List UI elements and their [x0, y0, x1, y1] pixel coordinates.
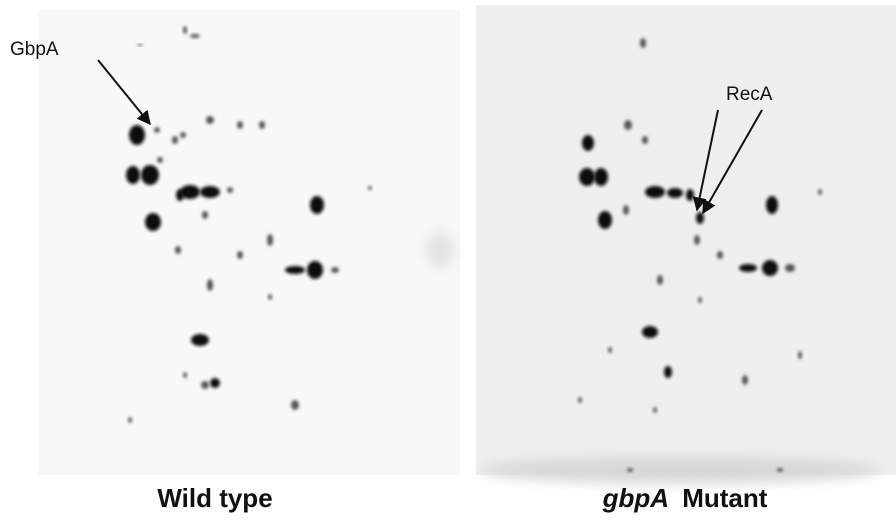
protein-spot — [331, 267, 339, 273]
protein-spot — [183, 372, 187, 378]
protein-spot — [608, 347, 612, 353]
protein-spot — [237, 121, 243, 129]
protein-spot — [818, 189, 822, 195]
protein-spot — [285, 266, 305, 274]
protein-spot — [237, 251, 243, 259]
protein-spot — [645, 186, 665, 198]
protein-spot — [657, 275, 663, 285]
protein-spot — [202, 211, 208, 219]
protein-spot — [267, 234, 273, 246]
gel-smear — [426, 232, 454, 268]
protein-spot — [183, 26, 187, 34]
gel-wild-type — [38, 10, 460, 475]
protein-spot — [664, 366, 672, 378]
protein-spot — [176, 189, 184, 201]
protein-spot — [268, 294, 272, 300]
protein-spot — [640, 38, 646, 48]
protein-spot — [310, 196, 324, 214]
gel-smear — [480, 456, 880, 484]
protein-spot — [594, 168, 608, 186]
protein-spot — [180, 185, 200, 199]
protein-spot — [642, 326, 658, 338]
protein-spot — [717, 251, 723, 259]
protein-spot — [137, 44, 143, 46]
protein-spot — [157, 157, 163, 163]
protein-spot — [627, 468, 633, 472]
protein-spot — [200, 186, 220, 198]
protein-spot — [201, 381, 209, 389]
protein-spot — [582, 135, 594, 151]
arrow — [702, 109, 763, 215]
caption: Wild type — [157, 483, 272, 513]
caption-text: Mutant — [682, 483, 768, 513]
protein-spot — [785, 264, 795, 272]
arrow — [97, 59, 151, 126]
protein-spot — [191, 334, 209, 346]
caption: gbpA Mutant — [602, 483, 768, 513]
protein-spot — [642, 136, 648, 144]
protein-spot — [126, 166, 140, 184]
protein-spot — [777, 468, 783, 472]
annotation-label: RecA — [726, 84, 773, 105]
protein-spot — [190, 34, 200, 38]
protein-spot — [145, 213, 161, 231]
annotation-label: GbpA — [10, 39, 59, 60]
protein-spot — [207, 279, 213, 291]
protein-spot — [578, 397, 582, 403]
protein-spot — [172, 136, 178, 144]
caption-italic: gbpA — [602, 483, 669, 513]
protein-spot — [686, 189, 694, 201]
protein-spot — [623, 205, 629, 215]
protein-spot — [259, 121, 265, 129]
protein-spot — [579, 168, 595, 186]
protein-spot — [653, 407, 657, 413]
protein-spot — [742, 375, 748, 385]
protein-spot — [206, 116, 214, 124]
protein-spot — [698, 297, 702, 303]
protein-spot — [227, 187, 233, 193]
gel-mutant — [476, 5, 896, 475]
protein-spot — [307, 261, 323, 279]
protein-spots — [126, 26, 822, 472]
protein-spot — [210, 378, 220, 388]
arrow — [692, 109, 719, 212]
protein-spot — [291, 400, 299, 410]
protein-spot — [624, 120, 632, 130]
protein-spot — [180, 132, 186, 138]
protein-spot — [739, 264, 757, 272]
protein-spot — [598, 211, 612, 229]
protein-spot — [766, 196, 778, 214]
protein-spot — [128, 417, 132, 423]
protein-spot — [368, 186, 372, 190]
protein-spot — [154, 127, 160, 133]
protein-spot — [129, 125, 145, 145]
protein-spot — [141, 165, 159, 185]
protein-spot — [694, 235, 700, 245]
protein-spot — [798, 351, 802, 359]
protein-spot — [696, 212, 704, 224]
protein-spot — [175, 246, 181, 254]
protein-spot — [667, 188, 683, 198]
protein-spot — [762, 260, 778, 276]
